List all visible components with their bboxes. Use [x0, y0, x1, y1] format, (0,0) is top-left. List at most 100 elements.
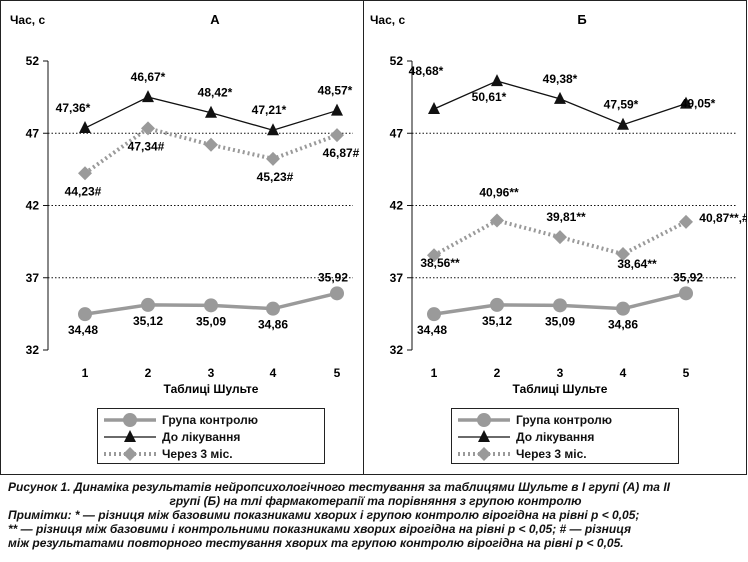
data-label: 46,87#	[323, 146, 360, 160]
data-label: 35,92	[673, 270, 703, 284]
caption-note-1: Примітки: * — різниця між базовими показ…	[8, 508, 640, 522]
data-point-circle	[553, 298, 567, 313]
data-label: 39,81**	[546, 210, 586, 224]
data-point-triangle	[617, 117, 629, 130]
data-point-triangle	[491, 74, 503, 87]
x-tick-label: 1	[431, 366, 438, 380]
data-point-triangle	[680, 96, 692, 109]
data-label: 35,92	[318, 270, 348, 284]
data-point-diamond	[553, 230, 567, 245]
data-point-circle	[141, 297, 155, 312]
x-tick-label: 2	[494, 366, 501, 380]
x-axis-label: Таблиці Шульте	[164, 382, 259, 396]
data-label: 47,36*	[56, 101, 91, 115]
legend-label: Через 3 міс.	[162, 447, 233, 461]
legend-label: Група контролю	[162, 413, 258, 427]
data-label: 48,57*	[318, 84, 353, 98]
data-point-diamond	[330, 128, 344, 143]
legend-item: До лікування	[452, 428, 678, 446]
data-point-circle	[679, 286, 693, 301]
data-point-circle	[78, 307, 92, 322]
data-label: 49,05*	[681, 97, 716, 111]
x-tick-label: 5	[683, 366, 690, 380]
chart-panel-b: Час, с Б 32 37 42 47 52 1 2 3 4 5 Таблиці Шульте 34,4…	[370, 12, 747, 396]
legend-swatch	[458, 430, 510, 442]
data-label: 46,67*	[131, 70, 166, 84]
legend-item: Через 3 міс.	[98, 445, 324, 463]
data-point-diamond	[490, 213, 504, 228]
legend-label: До лікування	[516, 430, 595, 444]
y-tick-label: 47	[26, 126, 40, 140]
data-label: 35,12	[133, 314, 163, 328]
data-label: 35,12	[482, 314, 512, 328]
y-tick-label: 37	[390, 271, 404, 285]
chart-panel-a: Час, с А 32 37 42 47 52 1 2 3 4 5 Таблиці Шульте 34,4…	[10, 12, 360, 396]
legend-swatch-marker	[478, 430, 490, 442]
data-label: 34,86	[258, 318, 288, 332]
data-label: 34,86	[608, 318, 638, 332]
legend-swatch	[458, 413, 510, 427]
x-tick-label: 4	[620, 366, 627, 380]
data-point-diamond	[266, 151, 280, 166]
legend-label: До лікування	[162, 430, 241, 444]
x-tick-label: 5	[334, 366, 341, 380]
data-point-circle	[330, 286, 344, 301]
data-point-triangle	[267, 123, 279, 136]
data-point-triangle	[79, 121, 91, 134]
x-tick-label: 2	[145, 366, 152, 380]
legend-swatch	[104, 447, 156, 461]
data-label: 38,64**	[617, 257, 657, 271]
data-point-circle	[427, 307, 441, 322]
x-tick-label: 3	[557, 366, 564, 380]
figure-caption: Рисунок 1. Динаміка результатів нейропси…	[8, 480, 743, 550]
panel-divider	[363, 0, 364, 475]
data-point-diamond	[204, 137, 218, 152]
y-tick-label: 32	[390, 343, 404, 357]
data-point-diamond	[78, 166, 92, 181]
panel-title: А	[210, 12, 220, 27]
data-label: 40,87**,#	[699, 211, 747, 225]
data-label: 45,23#	[257, 170, 294, 184]
data-point-circle	[616, 301, 630, 316]
y-tick-label: 52	[26, 54, 40, 68]
data-point-diamond	[679, 214, 693, 229]
data-label: 35,09	[196, 314, 226, 328]
legend-item: До лікування	[98, 428, 324, 446]
legend-swatch-marker	[123, 413, 137, 427]
legend-label: Через 3 міс.	[516, 447, 587, 461]
data-label: 49,38*	[543, 72, 578, 86]
figure-frame	[0, 0, 747, 475]
data-label: 34,48	[417, 323, 447, 337]
y-axis-label: Час, с	[370, 13, 405, 27]
data-label: 50,61*	[472, 90, 507, 104]
caption-line-2: групі (Б) на тлі фармакотерапії та порів…	[169, 494, 582, 508]
legend-swatch-marker	[124, 430, 136, 442]
legend-item: Група контролю	[452, 411, 678, 429]
caption-note-3: між результатами повторного тестування х…	[8, 536, 624, 550]
data-point-triangle	[331, 103, 343, 116]
data-label: 47,34#	[128, 139, 165, 153]
y-tick-label: 37	[26, 271, 40, 285]
data-point-triangle	[428, 101, 440, 114]
caption-note-2: ** — різниця між базовими і контрольними…	[8, 522, 632, 536]
y-tick-label: 32	[26, 343, 40, 357]
data-label: 48,68*	[409, 64, 444, 78]
x-tick-label: 1	[82, 366, 89, 380]
x-tick-label: 4	[270, 366, 277, 380]
legend-item: Група контролю	[98, 411, 324, 429]
series-line-3	[433, 218, 687, 257]
data-point-triangle	[205, 105, 217, 118]
data-point-diamond	[427, 248, 441, 263]
panel-title: Б	[577, 12, 586, 27]
x-tick-label: 3	[208, 366, 215, 380]
legend-swatch-marker	[477, 413, 491, 427]
legend-label: Група контролю	[516, 413, 612, 427]
legend-swatch	[104, 413, 156, 427]
data-label: 48,42*	[198, 86, 233, 100]
y-tick-label: 52	[390, 54, 404, 68]
data-point-circle	[490, 297, 504, 312]
data-point-circle	[266, 301, 280, 316]
y-axis-label: Час, с	[10, 13, 45, 27]
data-label: 40,96**	[479, 186, 519, 200]
data-point-circle	[204, 298, 218, 313]
